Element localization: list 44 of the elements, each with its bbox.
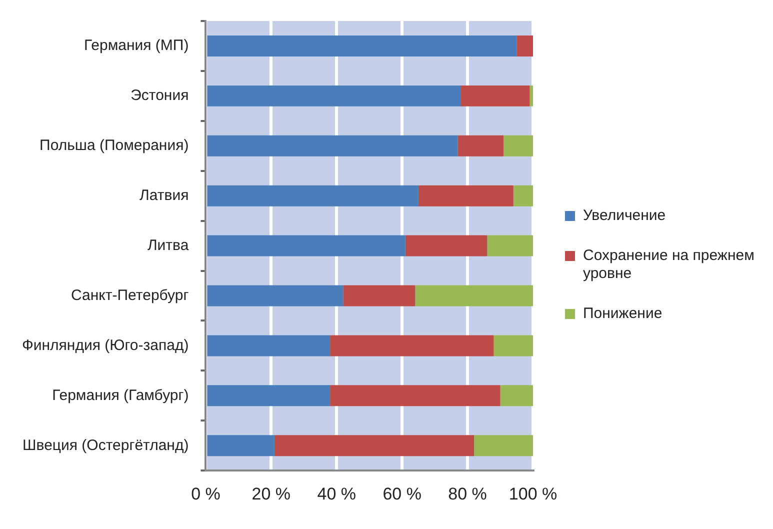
y-tick-label: Польша (Померания) (40, 137, 189, 154)
bar (516, 35, 533, 56)
legend-label: Сохранение на прежнем уровне (583, 246, 755, 282)
bar (330, 385, 500, 406)
bar (474, 435, 533, 456)
bar (487, 235, 533, 256)
bar (207, 135, 458, 156)
y-tick-label: Швеция (Остергётланд) (22, 436, 189, 454)
bar (415, 285, 533, 306)
x-tick-label: 20 % (252, 484, 291, 504)
bar (207, 235, 406, 256)
y-tick-label: Финляндия (Юго-запад) (22, 336, 189, 354)
y-tick-label: Германия (Гамбург) (52, 386, 189, 404)
y-tick-label: Германия (МП) (84, 37, 189, 54)
bar (460, 85, 530, 106)
bar (504, 135, 533, 156)
x-tick-label: 0 % (191, 484, 220, 504)
legend-label: Увеличение (583, 206, 666, 224)
x-tick-label: 100 % (508, 484, 558, 504)
bar (207, 435, 274, 456)
bar (207, 385, 330, 406)
bar (330, 335, 494, 356)
bar (207, 335, 330, 356)
y-tick-label: Латвия (140, 186, 189, 204)
bar (458, 135, 504, 156)
bar (513, 185, 533, 206)
y-tick-label: Санкт-Петербург (71, 286, 190, 304)
bar (207, 285, 344, 306)
legend-label: Понижение (583, 304, 662, 322)
bar (405, 235, 488, 256)
y-tick-label: Литва (147, 236, 190, 254)
bar (207, 35, 517, 56)
bar (418, 185, 514, 206)
bar (207, 85, 461, 106)
x-tick-label: 80 % (448, 484, 487, 504)
y-tick-label: Эстония (130, 87, 189, 104)
bar (274, 435, 474, 456)
bar (530, 85, 533, 106)
bar (494, 335, 533, 356)
bar (500, 385, 533, 406)
bar (207, 185, 418, 206)
x-tick-label: 40 % (317, 484, 356, 504)
bar (343, 285, 416, 306)
x-tick-label: 60 % (382, 484, 422, 504)
